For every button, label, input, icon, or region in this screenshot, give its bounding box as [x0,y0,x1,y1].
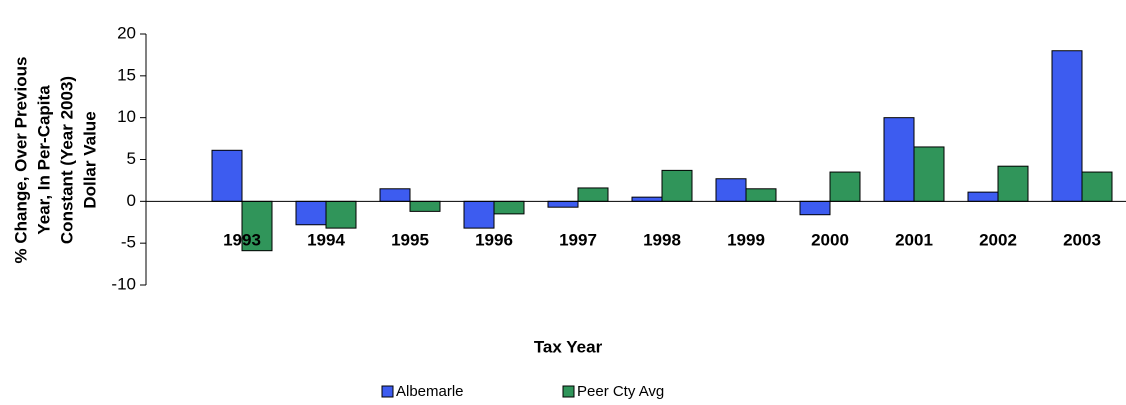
bar [325,200,357,229]
x-tick-label: 2000 [811,230,849,249]
x-tick-label: 1998 [643,230,681,249]
bar [997,165,1029,202]
legend-label: Albemarle [396,383,464,400]
x-tick-label: 2002 [979,230,1017,249]
y-tick-label: -10 [111,274,136,293]
bar [913,146,945,202]
bar [379,188,411,202]
bar [409,200,441,212]
y-axis-label: Dollar Value [80,111,99,208]
bar [577,187,609,202]
bar [211,149,243,202]
bar [661,169,693,202]
x-tick-label: 1997 [559,230,597,249]
x-tick-label: 2003 [1063,230,1101,249]
y-axis-label: Year, In Per-Capita [34,85,53,235]
bar [967,191,999,202]
x-tick-label: 1993 [223,230,261,249]
x-tick-label: 1994 [307,230,345,249]
bar [715,178,747,202]
x-tick-label: 1996 [475,230,513,249]
bar [547,200,579,208]
x-tick-label: 2001 [895,230,933,249]
y-tick-label: 0 [127,191,136,210]
legend-swatch [381,385,394,398]
x-tick-label: 1999 [727,230,765,249]
bar [745,188,777,202]
legend-label: Peer Cty Avg [577,383,664,400]
bar [463,200,495,229]
bar [493,200,525,215]
bar [883,117,915,202]
y-tick-label: 10 [117,107,136,126]
x-tick-label: 1995 [391,230,429,249]
y-tick-label: 5 [127,149,136,168]
x-axis-label: Tax Year [534,337,603,356]
y-tick-label: 15 [117,65,136,84]
bar [295,200,327,226]
bar [241,200,273,252]
y-axis-label: % Change, Over Previous [11,57,30,264]
y-tick-label: 20 [117,23,136,42]
legend-swatch [562,385,575,398]
bar [631,196,663,202]
bar [1051,50,1083,202]
bar [1081,171,1113,202]
y-tick-label: -5 [121,233,136,252]
y-axis-label: Constant (Year 2003) [57,76,76,244]
bar [829,171,861,202]
bar [799,200,831,216]
